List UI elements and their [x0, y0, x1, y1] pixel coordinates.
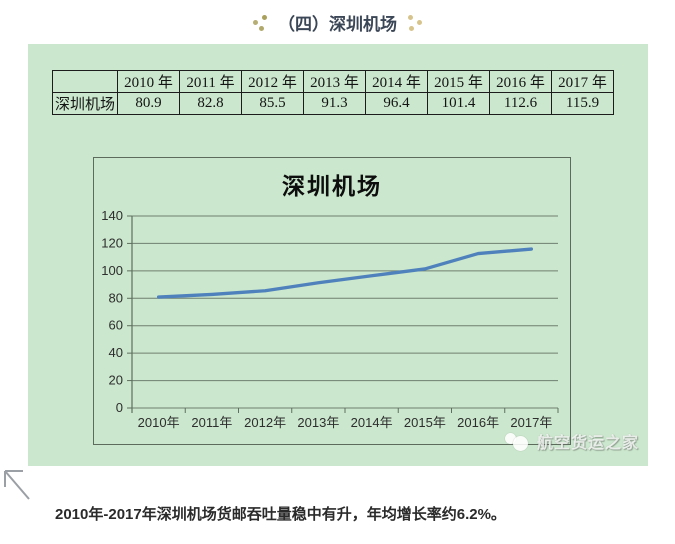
- value-cell: 115.9: [551, 92, 615, 115]
- y-axis-label: 0: [116, 400, 123, 415]
- year-header-cell: 2017 年: [551, 70, 615, 93]
- y-axis-label: 40: [109, 345, 123, 360]
- value-cell: 101.4: [427, 92, 491, 115]
- value-cell: 85.5: [241, 92, 305, 115]
- year-header-cell: 2011 年: [179, 70, 243, 93]
- x-axis-label: 2015年: [404, 415, 446, 430]
- value-cell: 112.6: [489, 92, 553, 115]
- series-line: [156, 247, 534, 299]
- y-axis-label: 20: [109, 373, 123, 388]
- year-header-cell: 2010 年: [117, 70, 181, 93]
- value-cell: 91.3: [303, 92, 367, 115]
- content-panel: 2010 年 2011 年 2012 年 2013 年 2014 年 2015 …: [28, 44, 648, 466]
- year-header-cell: 2012 年: [241, 70, 305, 93]
- decor-dots-right-icon: [407, 14, 422, 31]
- table-corner-cell: [51, 70, 119, 93]
- year-header-cell: 2014 年: [365, 70, 429, 93]
- line-chart: 0 20 40 60 80 100 120 140 2010年 2011年 2012年 2013年 20…: [93, 157, 571, 445]
- value-cell: 82.8: [179, 92, 243, 115]
- x-axis-label: 2016年: [457, 415, 499, 430]
- chart-title: 深圳机场: [282, 174, 382, 199]
- table-data-row: 深圳机场 80.9 82.8 85.5 91.3 96.4 101.4 112.…: [51, 92, 615, 115]
- x-axis-label: 2013年: [297, 415, 339, 430]
- section-title: （四）深圳机场: [278, 14, 397, 34]
- y-axis-label: 140: [101, 208, 123, 223]
- table-header-row: 2010 年 2011 年 2012 年 2013 年 2014 年 2015 …: [51, 70, 615, 93]
- x-axis-label: 2017年: [510, 415, 552, 430]
- section-title-bar: （四）深圳机场: [0, 0, 675, 44]
- x-axis-label: 2014年: [351, 415, 393, 430]
- row-label-cell: 深圳机场: [51, 92, 119, 115]
- summary-text: 2010年-2017年深圳机场货邮吞吐量稳中有升，年均增长率约6.2%。: [55, 506, 506, 523]
- data-table: 2010 年 2011 年 2012 年 2013 年 2014 年 2015 …: [51, 70, 615, 115]
- decor-dots-left-icon: [253, 14, 268, 31]
- year-header-cell: 2015 年: [427, 70, 491, 93]
- y-axis-label: 80: [109, 290, 123, 305]
- nw-arrow-icon: [4, 470, 30, 500]
- y-axis-label: 100: [101, 263, 123, 278]
- value-cell: 96.4: [365, 92, 429, 115]
- year-header-cell: 2016 年: [489, 70, 553, 93]
- y-axis-label: 60: [109, 318, 123, 333]
- y-axis-label: 120: [101, 235, 123, 250]
- chart-plot-area: 0 20 40 60 80 100 120 140 2010年 2011年 2012年 2013年 20…: [101, 208, 559, 430]
- x-axis-label: 2012年: [244, 415, 286, 430]
- value-cell: 80.9: [117, 92, 181, 115]
- year-header-cell: 2013 年: [303, 70, 367, 93]
- x-axis-label: 2010年: [138, 415, 180, 430]
- x-axis-label: 2011年: [191, 415, 232, 430]
